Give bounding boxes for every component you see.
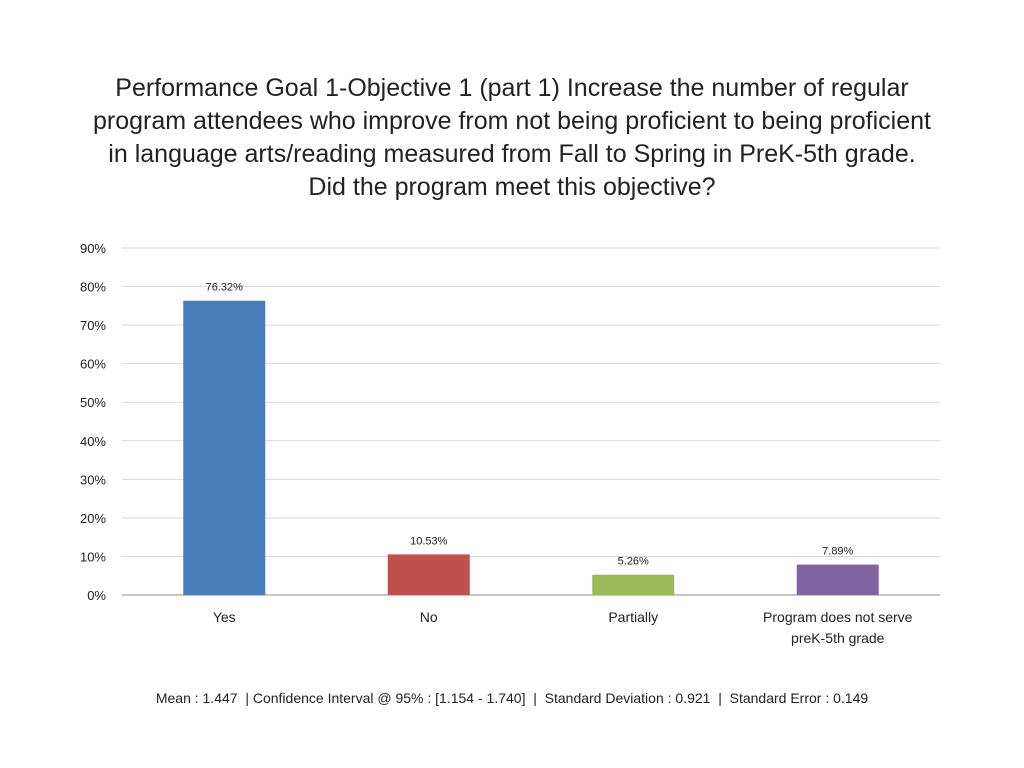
bar bbox=[387, 554, 470, 595]
x-tick-label: preK-5th grade bbox=[791, 630, 885, 646]
stats-footer: Mean : 1.447 | Confidence Interval @ 95%… bbox=[155, 690, 869, 706]
y-tick-label: 90% bbox=[80, 241, 106, 256]
y-tick-label: 60% bbox=[80, 357, 106, 372]
bar bbox=[796, 564, 879, 595]
y-tick-label: 80% bbox=[80, 280, 106, 295]
y-tick-label: 50% bbox=[80, 395, 106, 410]
bar bbox=[592, 574, 675, 595]
x-tick-label: Partially bbox=[608, 609, 658, 625]
bars bbox=[183, 300, 879, 595]
data-label: 76.32% bbox=[206, 282, 244, 294]
bar bbox=[183, 300, 266, 595]
chart-title: Performance Goal 1-Objective 1 (part 1) … bbox=[93, 74, 931, 201]
data-label: 10.53% bbox=[410, 535, 448, 547]
x-tick-label: Yes bbox=[213, 609, 236, 625]
y-tick-label: 20% bbox=[80, 511, 106, 526]
data-label: 5.26% bbox=[618, 556, 649, 568]
labels: 0% 10% 20% 30% 40% 50% 60% 70% 80% 90% 76.32% Yes 10… bbox=[80, 241, 913, 646]
y-tick-label: 0% bbox=[87, 588, 106, 603]
y-tick-label: 10% bbox=[80, 549, 106, 564]
data-label: 7.89% bbox=[822, 546, 853, 558]
y-tick-label: 40% bbox=[80, 434, 106, 449]
y-tick-label: 30% bbox=[80, 472, 106, 487]
x-tick-label: No bbox=[420, 609, 438, 625]
x-tick-label: Program does not serve bbox=[763, 609, 913, 625]
y-tick-label: 70% bbox=[80, 318, 106, 333]
